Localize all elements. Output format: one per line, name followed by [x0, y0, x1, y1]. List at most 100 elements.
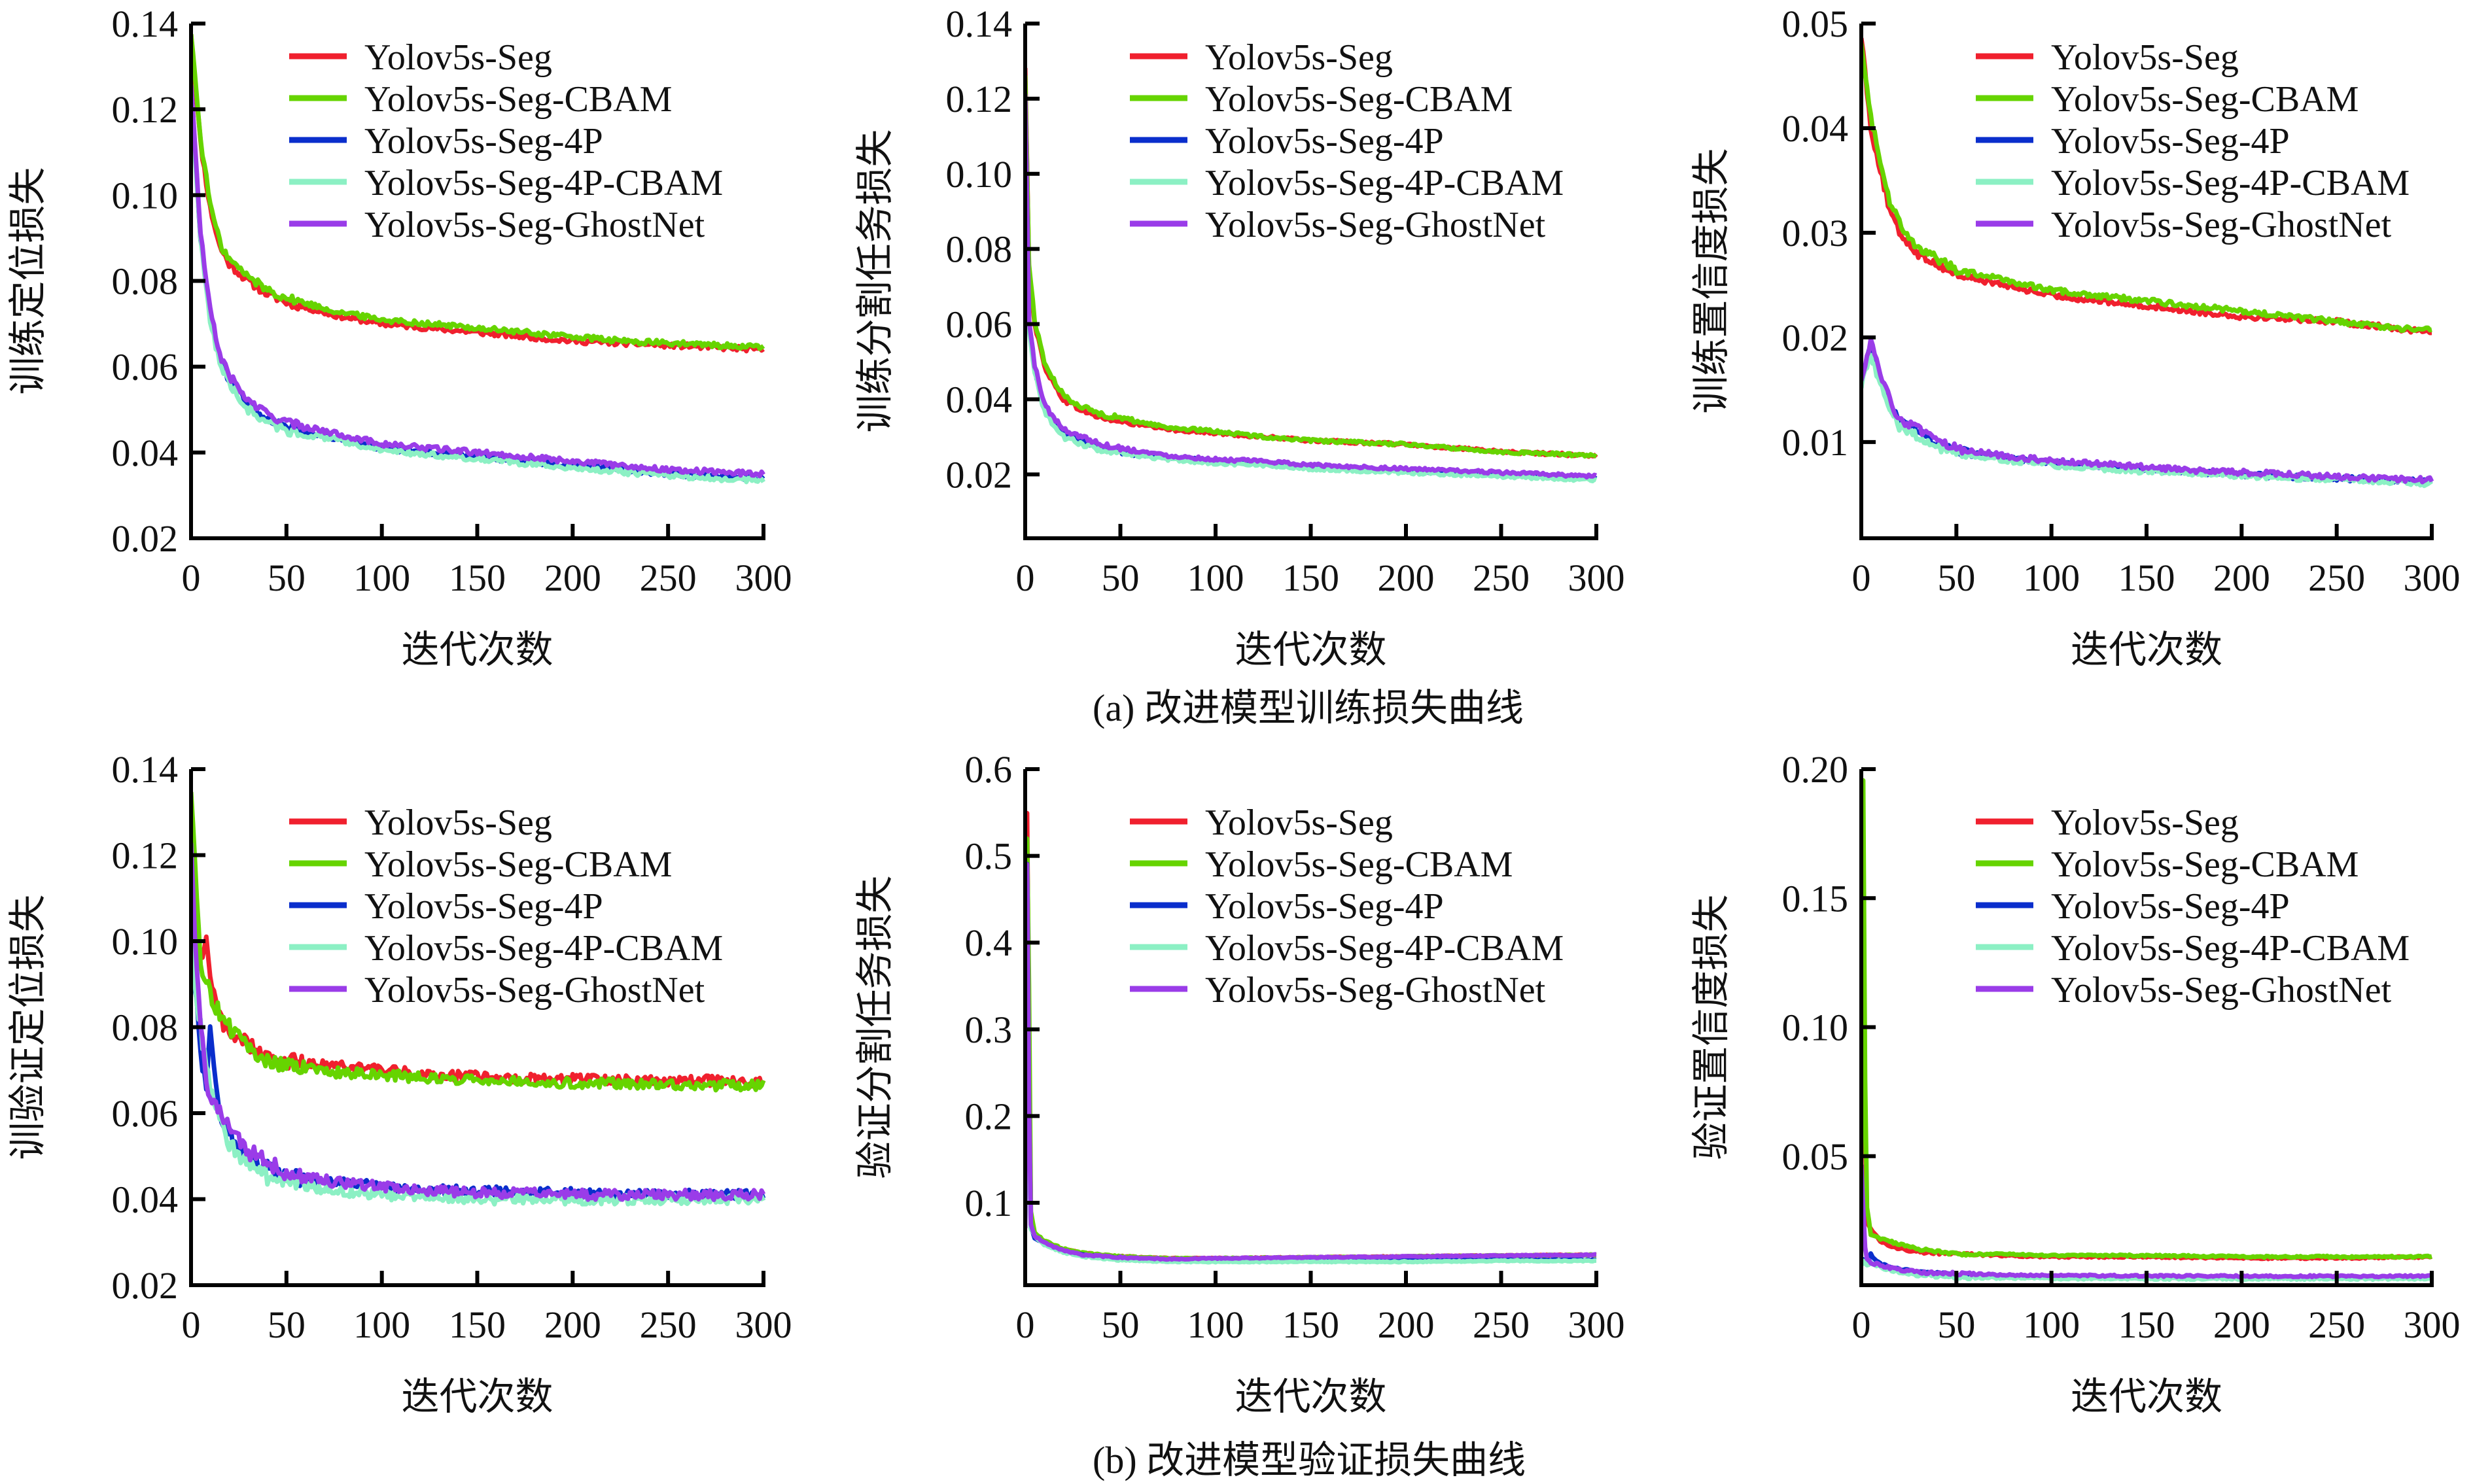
legend-label: Yolov5s-Seg-CBAM [364, 79, 672, 120]
y-axis-label: 验证置信度损失 [1690, 894, 1732, 1160]
y-tick-label: 0.02 [112, 517, 179, 560]
legend-label: Yolov5s-Seg-4P [2051, 886, 2290, 927]
y-tick-label: 0.04 [112, 432, 179, 474]
y-tick-label: 0.05 [1782, 3, 1849, 45]
series-line-yolov5s-seg-ghostnet [1861, 336, 2434, 485]
x-tick-label: 50 [1937, 1303, 1975, 1346]
legend-label: Yolov5s-Seg-GhostNet [2051, 970, 2392, 1010]
legend: Yolov5s-SegYolov5s-Seg-CBAMYolov5s-Seg-4… [1976, 802, 2410, 1010]
x-tick-label: 200 [544, 1303, 601, 1346]
caption-validation-loss: (b) 改进模型验证损失曲线 [1093, 1439, 1526, 1481]
series-line-yolov5s-seg-cbam [191, 33, 765, 351]
y-tick-label: 0.10 [946, 153, 1013, 196]
x-tick-label: 100 [1187, 557, 1244, 599]
x-tick-label: 250 [2308, 1303, 2365, 1346]
y-axis-label: 训验证定位损失 [7, 894, 49, 1160]
legend-label: Yolov5s-Seg-GhostNet [364, 970, 705, 1010]
x-tick-label: 250 [640, 557, 697, 599]
series-line-yolov5s-seg-cbam [191, 791, 766, 1093]
series-line-yolov5s-seg-4p-cbam [191, 94, 765, 485]
x-tick-label: 150 [1282, 557, 1339, 599]
x-tick-label: 200 [1378, 557, 1435, 599]
y-axis-label: 训练分割任务损失 [854, 129, 896, 432]
legend: Yolov5s-SegYolov5s-Seg-CBAMYolov5s-Seg-4… [1130, 802, 1564, 1010]
legend-label: Yolov5s-Seg-4P-CBAM [1205, 163, 1564, 203]
legend-label: Yolov5s-Seg-4P-CBAM [364, 928, 723, 969]
y-tick-label: 0.12 [112, 88, 179, 131]
legend: Yolov5s-SegYolov5s-Seg-CBAMYolov5s-Seg-4… [1976, 37, 2410, 245]
y-tick-label: 0.01 [1782, 421, 1849, 464]
legend-label: Yolov5s-Seg-GhostNet [2051, 205, 2392, 245]
x-tick-label: 300 [2404, 557, 2461, 599]
y-tick-label: 0.2 [965, 1095, 1013, 1137]
x-axis-label: 迭代次数 [2071, 629, 2222, 671]
caption-training-loss: (a) 改进模型训练损失曲线 [1093, 687, 1524, 729]
legend-label: Yolov5s-Seg-GhostNet [1205, 205, 1546, 245]
x-tick-label: 50 [268, 1303, 306, 1346]
x-tick-label: 200 [2213, 1303, 2270, 1346]
legend-label: Yolov5s-Seg [364, 37, 552, 78]
y-axis-label: 训练定位损失 [7, 167, 49, 394]
y-tick-label: 0.02 [112, 1264, 179, 1307]
y-axis-label: 验证分割任务损失 [854, 875, 896, 1179]
legend-label: Yolov5s-Seg-CBAM [2051, 844, 2359, 885]
x-tick-label: 150 [2118, 557, 2175, 599]
x-axis-label: 迭代次数 [2071, 1375, 2222, 1418]
x-tick-label: 150 [1282, 1303, 1339, 1346]
x-tick-label: 100 [353, 1303, 410, 1346]
legend-label: Yolov5s-Seg [1205, 37, 1393, 78]
y-tick-label: 0.06 [112, 1092, 179, 1135]
y-tick-label: 0.15 [1782, 877, 1849, 920]
x-tick-label: 100 [353, 557, 410, 599]
series-line-yolov5s-seg-ghostnet [1025, 94, 1597, 480]
legend-label: Yolov5s-Seg [2051, 802, 2239, 843]
y-tick-label: 0.10 [112, 174, 179, 216]
legend-label: Yolov5s-Seg-CBAM [1205, 844, 1513, 885]
legend-label: Yolov5s-Seg [364, 802, 552, 843]
x-tick-label: 150 [2118, 1303, 2175, 1346]
y-tick-label: 0.14 [112, 3, 179, 45]
series-line-yolov5s-seg [1861, 1050, 2432, 1262]
x-tick-label: 200 [1378, 1303, 1435, 1346]
y-tick-label: 0.10 [112, 920, 179, 963]
series-line-yolov5s-seg-cbam [1861, 43, 2432, 334]
y-tick-label: 0.6 [965, 748, 1013, 791]
x-tick-label: 250 [640, 1303, 697, 1346]
chart-panel-val-box: 0 50 100 150 200 250 300 0.02 0.04 0.06 0.08 0.10 0.… [7, 748, 792, 1418]
legend: Yolov5s-SegYolov5s-Seg-CBAMYolov5s-Seg-4… [1130, 37, 1564, 245]
x-tick-label: 200 [2213, 557, 2270, 599]
x-tick-label: 300 [735, 1303, 792, 1346]
legend-label: Yolov5s-Seg-4P [1205, 886, 1444, 927]
legend-label: Yolov5s-Seg-4P-CBAM [2051, 163, 2410, 203]
x-axis-label: 迭代次数 [401, 1375, 553, 1418]
y-tick-label: 0.12 [112, 835, 179, 877]
y-tick-label: 0.04 [946, 378, 1013, 421]
x-tick-label: 300 [735, 557, 792, 599]
y-tick-label: 0.12 [946, 78, 1013, 120]
x-tick-label: 250 [1473, 1303, 1530, 1346]
legend-label: Yolov5s-Seg-4P-CBAM [2051, 928, 2410, 969]
x-tick-label: 0 [1016, 1303, 1035, 1346]
x-tick-label: 100 [2023, 1303, 2080, 1346]
x-tick-label: 0 [1016, 557, 1035, 599]
x-axis-label: 迭代次数 [401, 629, 553, 671]
x-tick-label: 100 [1187, 1303, 1244, 1346]
y-tick-label: 0.5 [965, 835, 1013, 878]
chart-panel-train-box: 0 50 100 150 200 250 300 0.02 0.04 0.06 0.08 0.10 0.… [7, 3, 792, 671]
series-line-yolov5s-seg-ghostnet [191, 842, 766, 1202]
x-tick-label: 0 [182, 557, 201, 599]
y-tick-label: 0.06 [112, 346, 179, 388]
y-tick-label: 0.08 [112, 1007, 179, 1049]
x-tick-label: 150 [449, 557, 506, 599]
y-tick-label: 0.03 [1782, 212, 1849, 254]
x-axis-label: 迭代次数 [1235, 1375, 1386, 1418]
legend-label: Yolov5s-Seg-4P-CBAM [364, 163, 723, 203]
y-tick-label: 0.08 [112, 260, 179, 303]
y-tick-label: 0.02 [946, 453, 1013, 496]
legend-label: Yolov5s-Seg-CBAM [364, 844, 672, 885]
legend-label: Yolov5s-Seg-4P-CBAM [1205, 928, 1564, 969]
x-tick-label: 300 [2404, 1303, 2461, 1346]
